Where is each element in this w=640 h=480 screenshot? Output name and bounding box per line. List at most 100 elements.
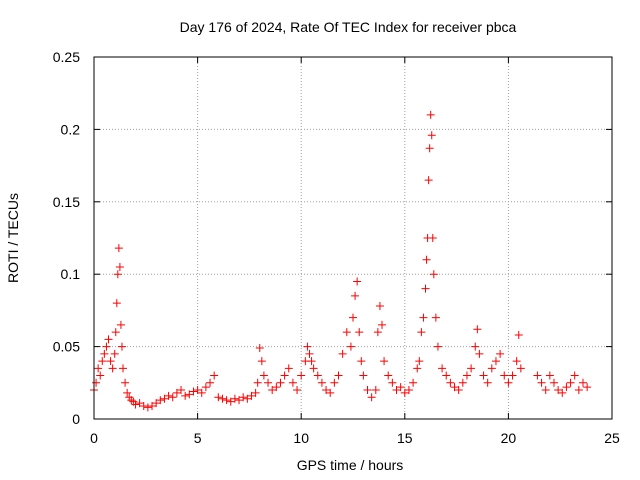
data-point (371, 386, 380, 395)
data-point (112, 299, 121, 308)
axis-ticks (93, 56, 613, 420)
data-point (512, 357, 521, 366)
data-point (317, 378, 326, 387)
data-point (427, 131, 436, 140)
data-point (160, 394, 169, 403)
data-point (357, 357, 366, 366)
chart-title: Day 176 of 2024, Rate Of TEC Index for r… (180, 19, 517, 35)
data-point (96, 371, 105, 380)
x-tick-label: 20 (501, 430, 517, 446)
y-tick-labels: 0 0.05 0.1 0.15 0.2 0.25 (53, 49, 80, 427)
data-point (338, 349, 347, 358)
data-point (545, 371, 554, 380)
data-point (243, 394, 252, 403)
data-point (307, 357, 316, 366)
data-point (135, 399, 144, 408)
data-point (353, 277, 362, 286)
data-point (284, 364, 293, 373)
data-point (487, 364, 496, 373)
y-tick-label: 0 (72, 411, 80, 427)
grid-lines (94, 57, 612, 419)
data-point (235, 396, 244, 405)
data-point (491, 357, 500, 366)
data-point (247, 391, 256, 400)
data-point (177, 386, 186, 395)
data-point (143, 403, 152, 412)
data-point (288, 378, 297, 387)
data-point (409, 378, 418, 387)
data-point (251, 388, 260, 397)
data-point (326, 388, 335, 397)
data-point (119, 364, 128, 373)
data-point (500, 371, 509, 380)
data-points (90, 110, 592, 412)
data-point (116, 320, 125, 329)
data-point (384, 371, 393, 380)
y-tick-label: 0.25 (53, 49, 80, 65)
data-point (104, 335, 113, 344)
data-point (413, 364, 422, 373)
data-point (346, 342, 355, 351)
data-point (454, 386, 463, 395)
data-point (268, 386, 277, 395)
data-point (367, 393, 376, 402)
data-point (471, 342, 480, 351)
data-point (417, 328, 426, 337)
data-point (392, 386, 401, 395)
x-tick-label: 15 (397, 430, 413, 446)
data-point (152, 399, 161, 408)
data-point (276, 378, 285, 387)
data-point (541, 386, 550, 395)
data-point (554, 386, 563, 395)
data-point (533, 371, 542, 380)
data-point (479, 371, 488, 380)
data-point (396, 383, 405, 392)
data-point (496, 349, 505, 358)
data-point (415, 357, 424, 366)
data-point (214, 393, 223, 402)
data-point (566, 378, 575, 387)
data-point (92, 378, 101, 387)
data-point (549, 378, 558, 387)
data-point (462, 371, 471, 380)
data-point (351, 291, 360, 300)
y-tick-label: 0.1 (61, 266, 81, 282)
data-point (425, 144, 434, 153)
data-point (121, 378, 130, 387)
data-point (349, 313, 357, 322)
data-point (181, 391, 190, 400)
data-point (127, 396, 136, 405)
x-tick-label: 5 (194, 430, 202, 446)
data-point (446, 378, 455, 387)
data-point (359, 371, 368, 380)
x-tick-label: 0 (90, 430, 98, 446)
data-point (578, 378, 587, 387)
data-point (355, 328, 364, 337)
data-point (255, 344, 264, 353)
x-tick-label: 25 (604, 430, 620, 446)
data-point (421, 284, 430, 293)
data-point (438, 364, 447, 373)
data-point (110, 349, 119, 358)
data-point (475, 349, 484, 358)
data-point (189, 387, 198, 396)
data-point (139, 401, 148, 410)
data-point (259, 371, 268, 380)
data-point (404, 386, 413, 395)
data-point (185, 390, 194, 399)
data-point (156, 396, 165, 405)
data-point (113, 270, 122, 279)
data-point (305, 349, 314, 358)
data-point (313, 371, 322, 380)
data-point (272, 383, 281, 392)
data-point (123, 388, 132, 397)
data-point (375, 302, 384, 311)
data-point (253, 378, 262, 387)
data-point (450, 383, 459, 392)
data-point (330, 378, 339, 387)
plot-frame (93, 56, 613, 420)
data-point (100, 349, 109, 358)
x-axis-title: GPS time / hours (297, 457, 404, 473)
data-point (117, 342, 126, 351)
